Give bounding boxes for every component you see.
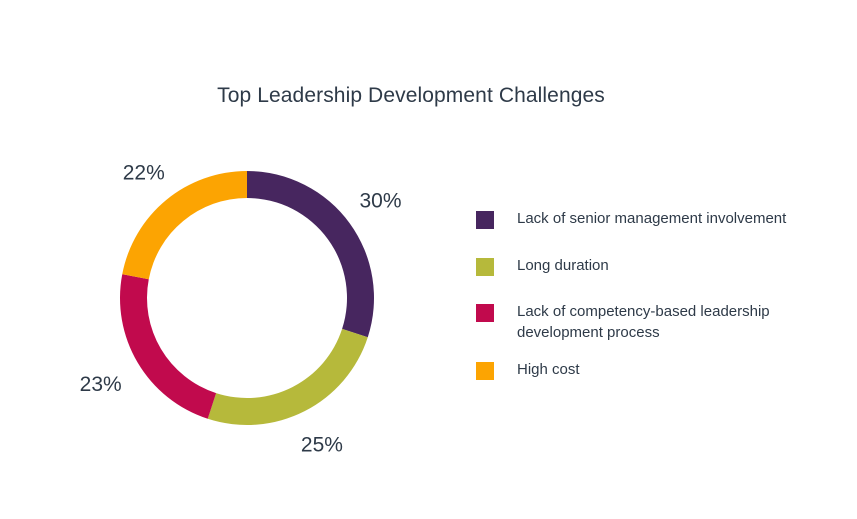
legend-item-long-duration: Long duration — [476, 255, 817, 276]
legend-swatch — [476, 362, 494, 380]
legend-label: Lack of competency-based leadership deve… — [517, 303, 770, 341]
slice-senior-management — [247, 171, 374, 338]
value-label-22: 22% — [123, 162, 165, 185]
slice-competency-process — [119, 274, 217, 419]
legend-swatch — [476, 304, 494, 322]
legend-item-high-cost: High cost — [476, 359, 817, 380]
value-label-23: 23% — [80, 373, 122, 396]
legend-swatch — [476, 258, 494, 276]
legend-item-senior-management: Lack of senior management involvement — [476, 208, 817, 229]
legend-swatch — [476, 211, 494, 229]
legend-item-competency-process: Lack of competency-based leadership deve… — [476, 301, 817, 343]
value-label-30: 30% — [359, 190, 401, 213]
chart-title: Top Leadership Development Challenges — [217, 84, 605, 107]
slice-long-duration — [207, 328, 368, 425]
legend-label: Long duration — [517, 257, 609, 274]
legend-label: Lack of senior management involvement — [517, 210, 787, 227]
legend-label: High cost — [517, 361, 580, 378]
value-label-25: 25% — [301, 434, 343, 457]
slice-high-cost — [122, 171, 247, 280]
